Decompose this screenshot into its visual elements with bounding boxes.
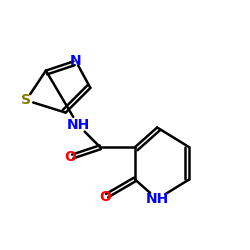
Text: O: O bbox=[65, 150, 76, 164]
Text: O: O bbox=[99, 190, 111, 204]
Text: NH: NH bbox=[146, 192, 169, 206]
Text: S: S bbox=[21, 93, 31, 107]
Text: N: N bbox=[70, 54, 81, 68]
Text: NH: NH bbox=[66, 118, 90, 132]
